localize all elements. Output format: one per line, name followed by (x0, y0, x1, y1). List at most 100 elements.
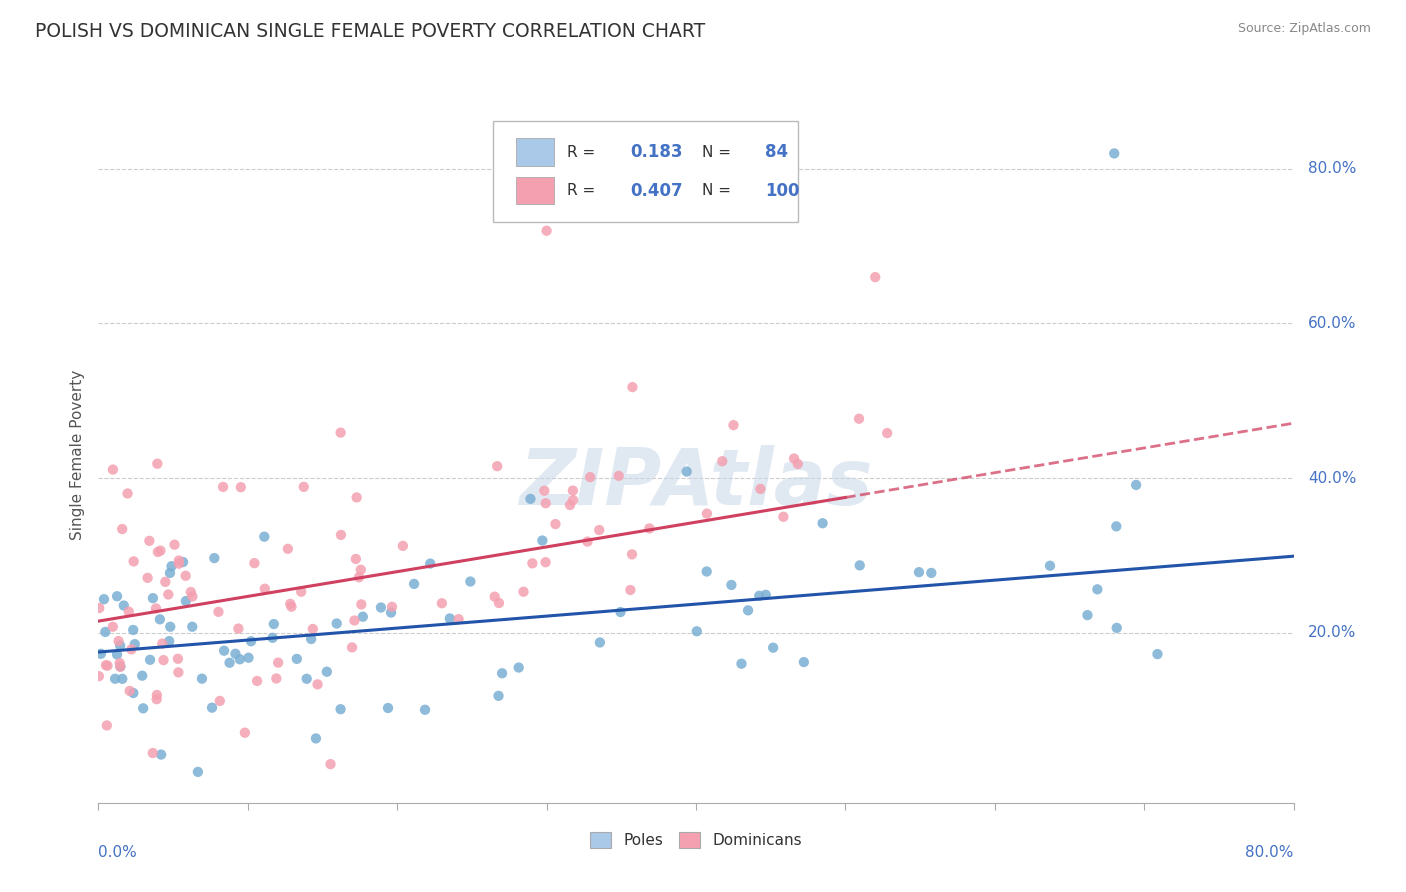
Point (136, 571, 159, 585)
Point (488, 689, 510, 703)
Point (253, 530, 276, 544)
Point (346, 491, 368, 505)
Point (266, 672, 288, 686)
Point (181, 620, 204, 634)
Point (484, 590, 506, 604)
Point (607, 468, 630, 483)
Point (350, 598, 373, 612)
Text: Source: ZipAtlas.com: Source: ZipAtlas.com (1237, 22, 1371, 36)
Point (675, 465, 697, 479)
Point (290, 584, 312, 599)
FancyBboxPatch shape (494, 121, 797, 222)
Text: 0.407: 0.407 (630, 182, 683, 200)
Point (755, 588, 778, 602)
Point (340, 640, 363, 655)
Point (131, 669, 153, 683)
Point (240, 634, 263, 648)
Point (711, 454, 734, 468)
Point (159, 566, 181, 580)
Text: 0.0%: 0.0% (98, 845, 138, 860)
Point (149, 543, 172, 558)
Point (191, 672, 214, 686)
Point (87, 669, 110, 683)
Point (187, 764, 209, 779)
Text: 84: 84 (765, 144, 789, 161)
Point (519, 491, 541, 506)
Point (876, 426, 898, 441)
Point (512, 584, 534, 599)
Point (90, 647, 112, 661)
Point (533, 483, 555, 498)
Point (89, 601, 111, 615)
Point (329, 702, 352, 716)
Point (96, 718, 118, 732)
Point (152, 653, 174, 667)
Point (865, 270, 887, 285)
FancyBboxPatch shape (516, 138, 554, 166)
Point (343, 614, 366, 628)
Point (723, 418, 745, 433)
Point (262, 631, 284, 645)
Point (157, 634, 180, 648)
Point (380, 606, 402, 620)
Point (108, 656, 131, 670)
Point (93, 592, 115, 607)
Point (224, 647, 246, 661)
Point (172, 555, 194, 569)
Point (558, 498, 581, 512)
Point (246, 673, 269, 688)
Point (142, 591, 165, 606)
Text: 100: 100 (765, 182, 800, 200)
Point (118, 605, 141, 619)
Point (150, 637, 173, 651)
Legend: Poles, Dominicans: Poles, Dominicans (583, 826, 808, 855)
Y-axis label: Single Female Poverty: Single Female Poverty (69, 370, 84, 540)
Point (280, 599, 302, 614)
Point (145, 601, 167, 615)
Point (1105, 519, 1128, 533)
Point (730, 657, 752, 671)
Point (201, 700, 224, 714)
Point (149, 612, 172, 626)
Point (576, 534, 599, 549)
Point (105, 648, 128, 662)
Point (94, 658, 117, 673)
Point (167, 665, 190, 680)
Point (146, 457, 169, 471)
Point (94, 624, 117, 639)
Point (1085, 582, 1108, 597)
Point (228, 622, 250, 636)
Point (621, 547, 644, 561)
Point (122, 686, 145, 700)
Point (609, 605, 631, 619)
Point (278, 597, 301, 611)
Point (212, 643, 235, 657)
Point (180, 585, 202, 599)
Point (319, 757, 342, 772)
Point (772, 509, 794, 524)
Point (132, 701, 155, 715)
Point (920, 566, 942, 580)
Point (120, 642, 142, 657)
Point (212, 480, 235, 494)
Point (696, 565, 718, 579)
Point (122, 554, 145, 568)
Point (848, 411, 870, 425)
Point (329, 425, 352, 440)
Point (181, 590, 204, 604)
Point (392, 539, 415, 553)
Point (285, 652, 308, 666)
Point (105, 589, 128, 603)
Text: ZIPAtlas: ZIPAtlas (519, 445, 873, 521)
Point (347, 570, 370, 584)
Point (720, 578, 742, 592)
Point (108, 639, 131, 653)
Point (352, 609, 374, 624)
Point (124, 637, 146, 651)
Point (370, 600, 392, 615)
Point (96, 658, 118, 673)
Point (508, 660, 530, 674)
Point (174, 569, 197, 583)
Point (107, 634, 129, 648)
Point (488, 596, 510, 610)
